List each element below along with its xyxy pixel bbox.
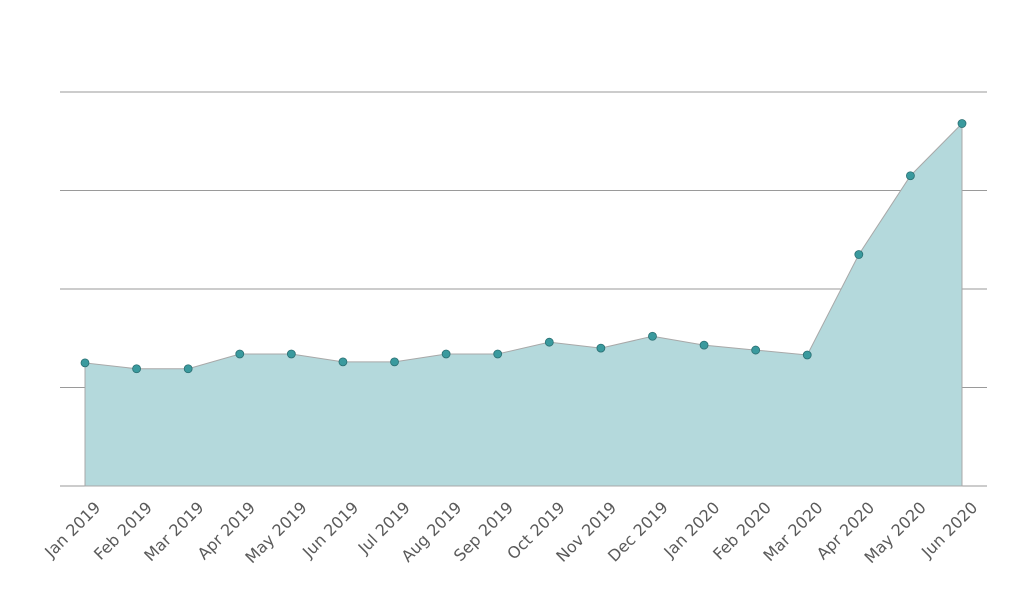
data-point xyxy=(957,119,967,128)
data-point xyxy=(235,349,245,359)
data-point xyxy=(802,350,812,360)
data-point xyxy=(596,343,606,353)
data-point xyxy=(854,250,864,259)
data-point xyxy=(544,337,554,347)
data-point xyxy=(132,364,141,374)
data-point xyxy=(906,171,915,181)
data-point xyxy=(441,349,451,359)
data-point xyxy=(183,364,193,374)
data-point xyxy=(338,357,348,367)
x-tick-label: Jun 2020 xyxy=(917,498,981,562)
data-point xyxy=(648,331,657,341)
data-point xyxy=(286,349,296,359)
data-point xyxy=(699,340,709,350)
data-point xyxy=(751,345,761,355)
series-area xyxy=(84,122,963,487)
data-point xyxy=(80,358,90,368)
data-points xyxy=(80,119,967,374)
data-point xyxy=(390,357,399,367)
data-point xyxy=(493,349,503,359)
x-tick-label: Jun 2019 xyxy=(298,498,362,562)
